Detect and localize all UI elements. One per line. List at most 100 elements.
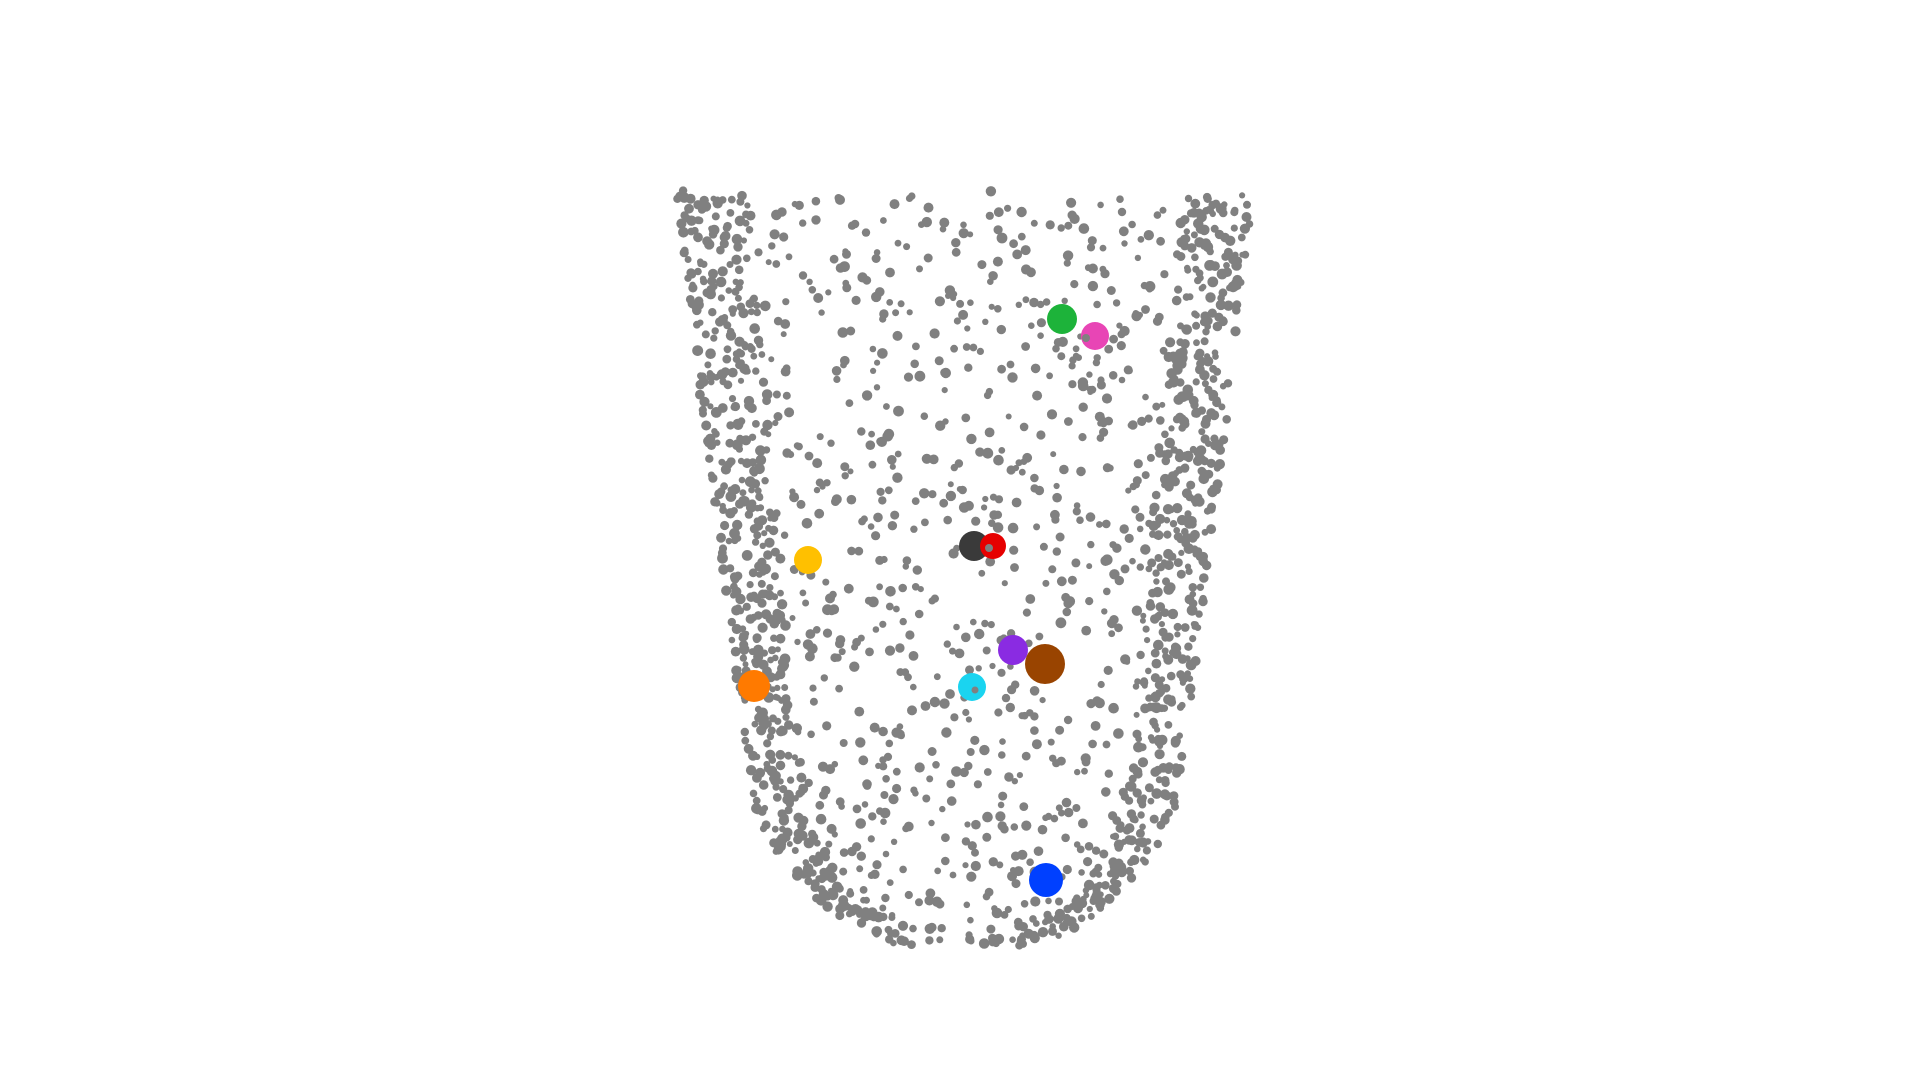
cloud-point xyxy=(1230,208,1239,217)
cloud-point xyxy=(1200,337,1209,346)
cloud-point xyxy=(849,661,860,672)
cloud-point xyxy=(710,497,720,507)
cloud-point xyxy=(782,364,791,373)
cloud-point xyxy=(1021,342,1030,351)
cloud-point xyxy=(1218,403,1226,411)
cloud-point xyxy=(1110,833,1116,840)
cloud-point xyxy=(699,409,707,418)
cloud-point xyxy=(759,301,768,310)
cloud-point xyxy=(1185,659,1197,671)
cloud-point xyxy=(1163,560,1174,571)
cloud-point xyxy=(1239,223,1250,234)
point-cloud xyxy=(673,186,1254,950)
cloud-point xyxy=(1076,516,1084,524)
cloud-point xyxy=(847,546,856,556)
cloud-point xyxy=(1077,914,1086,923)
cloud-point xyxy=(1129,557,1136,565)
cloud-point xyxy=(823,872,833,881)
cloud-point xyxy=(1035,632,1044,641)
cloud-point xyxy=(793,828,804,839)
cloud-point xyxy=(1199,318,1209,327)
cloud-point xyxy=(856,865,864,873)
cloud-point xyxy=(1133,481,1140,489)
cloud-point xyxy=(749,524,760,534)
cloud-point xyxy=(1171,648,1182,660)
cloud-point xyxy=(1199,455,1207,463)
cloud-point xyxy=(1104,893,1115,904)
cloud-point xyxy=(1231,279,1239,287)
cloud-point xyxy=(749,323,760,334)
cloud-point xyxy=(947,481,954,488)
cloud-point xyxy=(847,846,857,857)
cloud-point xyxy=(898,583,907,593)
cloud-point xyxy=(1103,665,1113,676)
cloud-point xyxy=(818,309,825,316)
cloud-point xyxy=(725,330,737,341)
cloud-point xyxy=(1011,879,1021,889)
cloud-point xyxy=(981,504,988,511)
cloud-point xyxy=(835,884,844,893)
cloud-point xyxy=(1161,778,1170,788)
cloud-point xyxy=(1164,632,1174,642)
cloud-point xyxy=(709,226,716,234)
cloud-point xyxy=(730,401,741,412)
cloud-point xyxy=(811,215,821,225)
cloud-point xyxy=(1206,504,1216,514)
cloud-point xyxy=(996,324,1006,335)
cloud-point xyxy=(1020,711,1029,720)
cloud-point xyxy=(1001,693,1011,703)
cloud-point xyxy=(985,556,996,567)
cloud-point xyxy=(722,354,732,364)
cloud-point xyxy=(992,256,1003,267)
cloud-point xyxy=(809,697,818,706)
cloud-point xyxy=(1142,625,1150,633)
cloud-point xyxy=(1155,776,1163,784)
cloud-point xyxy=(728,492,736,501)
cloud-point xyxy=(731,623,742,635)
cloud-point xyxy=(1052,759,1061,768)
cloud-point xyxy=(996,232,1008,244)
cloud-point xyxy=(1146,702,1154,709)
cloud-point xyxy=(1125,866,1134,876)
cloud-point xyxy=(1087,280,1099,292)
cloud-point xyxy=(874,359,881,366)
cloud-point xyxy=(862,779,872,789)
cloud-point xyxy=(1134,254,1142,262)
cloud-point xyxy=(728,305,738,314)
cloud-point xyxy=(699,396,710,407)
cloud-point xyxy=(1056,576,1067,587)
cloud-point xyxy=(740,727,749,737)
cloud-point xyxy=(950,344,958,353)
cloud-point xyxy=(865,647,874,657)
cloud-point xyxy=(1150,691,1161,703)
cloud-point xyxy=(697,260,704,268)
cloud-point xyxy=(727,195,736,204)
cloud-point xyxy=(1086,905,1093,913)
cloud-point xyxy=(978,938,990,949)
cloud-point xyxy=(734,215,746,227)
cloud-point xyxy=(1164,437,1175,449)
cloud-point xyxy=(1066,197,1077,208)
cloud-point xyxy=(885,739,894,748)
cloud-point xyxy=(890,838,898,845)
cloud-point xyxy=(1137,236,1145,243)
cloud-point xyxy=(1048,565,1057,574)
cloud-point xyxy=(789,492,800,503)
cloud-point xyxy=(855,818,866,829)
cloud-point xyxy=(1030,726,1039,735)
cloud-point xyxy=(1141,305,1150,314)
cloud-point xyxy=(1161,456,1171,466)
cloud-point xyxy=(1243,200,1251,209)
cloud-point xyxy=(1163,516,1171,524)
cloud-point xyxy=(1037,929,1045,937)
cloud-point xyxy=(773,316,783,326)
cloud-point xyxy=(1031,739,1042,750)
cloud-point xyxy=(1174,285,1183,294)
cloud-point xyxy=(1104,344,1114,354)
cloud-point xyxy=(1205,386,1213,394)
cloud-point xyxy=(1101,881,1110,890)
cloud-point xyxy=(1072,507,1081,516)
cloud-point xyxy=(873,249,881,256)
cloud-point xyxy=(994,708,1003,717)
